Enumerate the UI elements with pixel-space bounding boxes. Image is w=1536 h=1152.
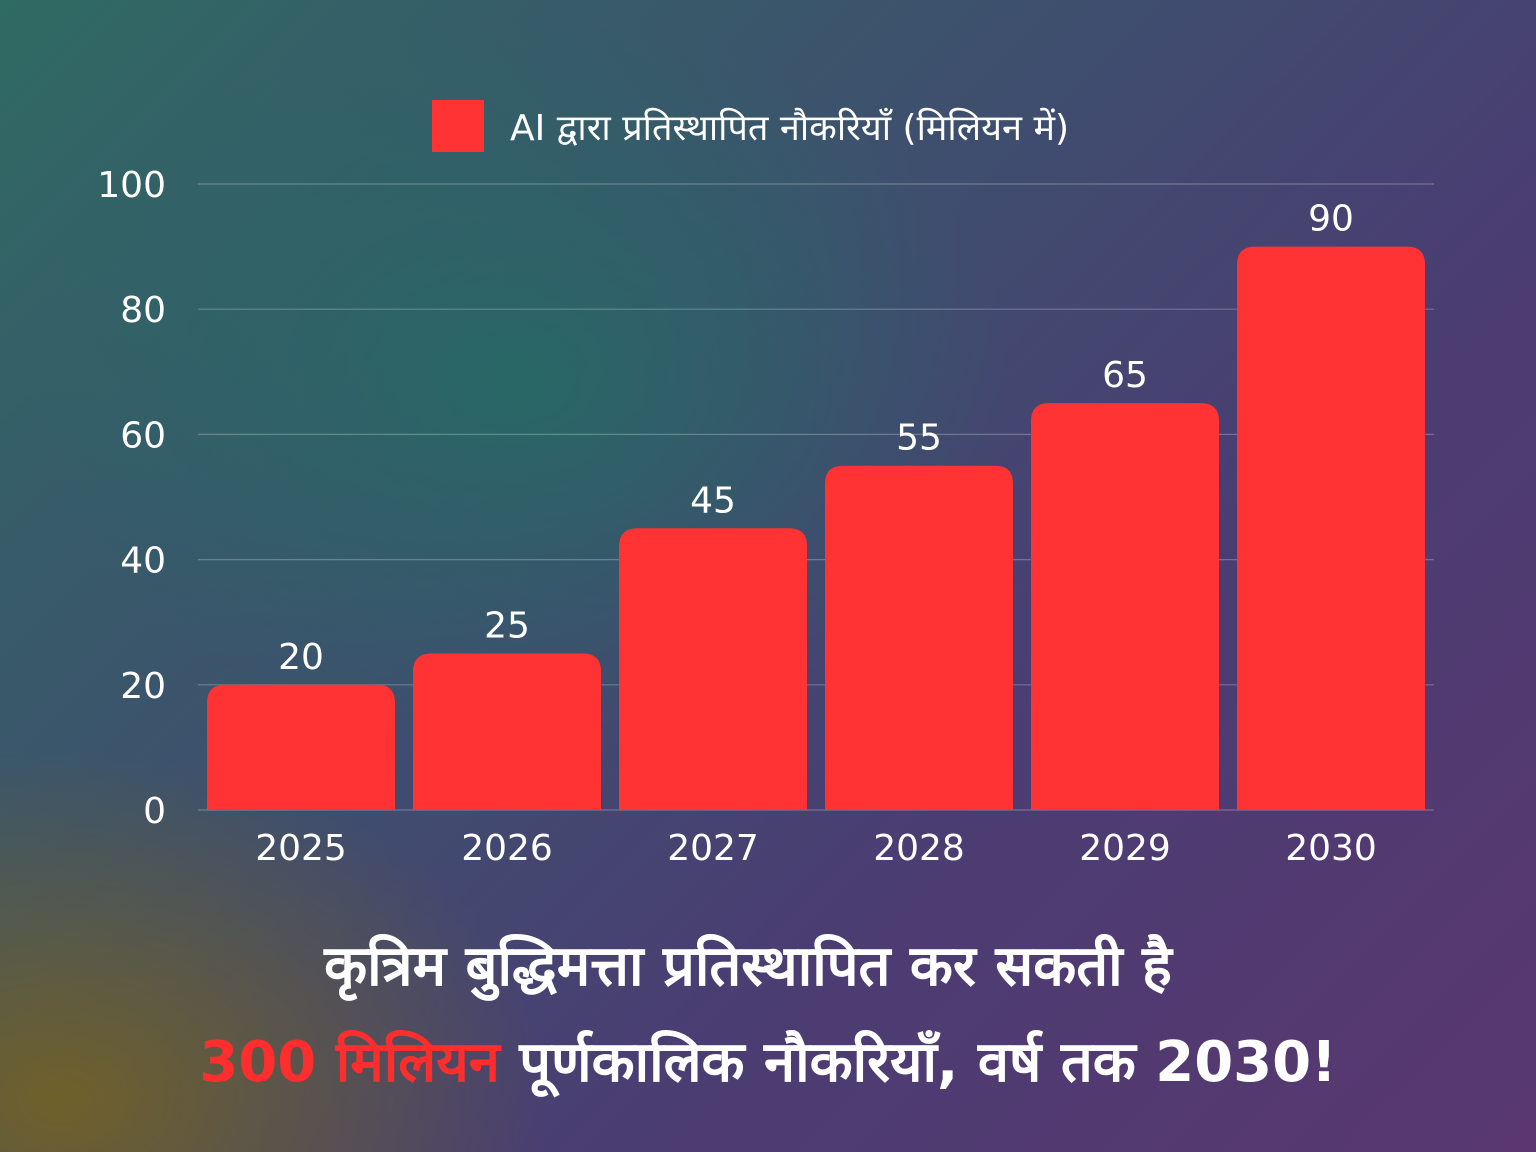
- data-label: 55: [896, 418, 942, 459]
- data-labels: 20 25 45 55 65 90: [278, 199, 1354, 678]
- x-tick-label: 2029: [1079, 828, 1171, 869]
- bar-2025: [207, 684, 395, 810]
- x-tick-label: 2028: [873, 828, 965, 869]
- data-label: 25: [484, 606, 530, 647]
- legend-swatch: [432, 100, 484, 152]
- data-label: 20: [278, 637, 324, 678]
- x-tick-label: 2027: [667, 828, 759, 869]
- y-tick-label: 80: [120, 290, 166, 331]
- legend-label: AI द्वारा प्रतिस्थापित नौकरियाँ (मिलियन …: [510, 107, 1070, 149]
- grid-lines: [198, 183, 1434, 811]
- chart-legend: AI द्वारा प्रतिस्थापित नौकरियाँ (मिलियन …: [432, 100, 1069, 152]
- bar-2028: [825, 465, 1013, 810]
- bar-2030: [1237, 246, 1425, 811]
- data-label: 45: [690, 480, 736, 521]
- headline-rest: पूर्णकालिक नौकरियाँ, वर्ष तक 2030!: [499, 1030, 1337, 1095]
- bar-2027: [619, 528, 807, 810]
- x-axis-ticks: 2025 2026 2027 2028 2029 2030: [255, 828, 1377, 869]
- y-tick-label: 60: [120, 415, 166, 456]
- y-axis-ticks: 0 20 40 60 80 100: [97, 165, 166, 832]
- y-tick-label: 20: [120, 666, 166, 707]
- x-tick-label: 2026: [461, 828, 553, 869]
- data-label: 65: [1102, 355, 1148, 396]
- y-tick-label: 100: [97, 165, 166, 206]
- bars: [207, 246, 1425, 811]
- x-tick-label: 2025: [255, 828, 347, 869]
- data-label: 90: [1308, 199, 1354, 240]
- headline-accent: 300 मिलियन: [199, 1030, 500, 1095]
- y-tick-label: 40: [120, 541, 166, 582]
- headline-line-2: 300 मिलियन पूर्णकालिक नौकरियाँ, वर्ष तक …: [0, 1022, 1536, 1098]
- bar-2026: [413, 653, 601, 810]
- x-tick-label: 2030: [1285, 828, 1377, 869]
- bar-2029: [1031, 403, 1219, 810]
- headline-line-1: कृत्रिम बुद्धिमत्ता प्रतिस्थापित कर सकती…: [324, 934, 1172, 999]
- y-tick-label: 0: [143, 791, 166, 832]
